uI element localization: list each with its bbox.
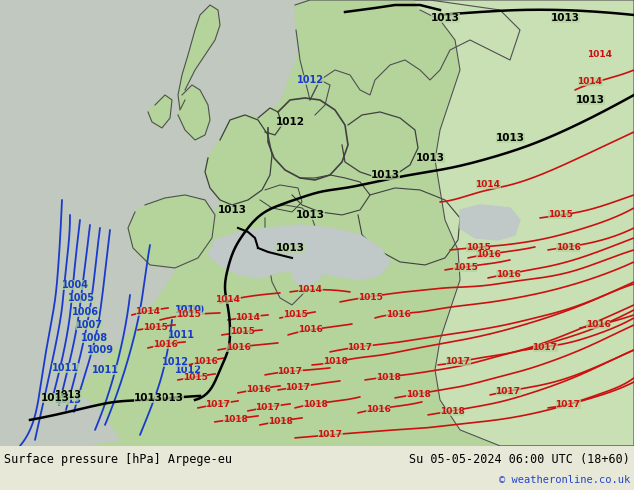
Text: 1011: 1011 <box>92 365 119 375</box>
Text: 1012: 1012 <box>297 75 323 85</box>
Text: 1004: 1004 <box>62 280 89 290</box>
Polygon shape <box>200 0 310 120</box>
Text: 1014: 1014 <box>235 314 261 322</box>
Text: 1014: 1014 <box>588 50 612 59</box>
Text: 1016: 1016 <box>496 270 521 279</box>
Text: 1014: 1014 <box>216 295 240 304</box>
Polygon shape <box>292 175 370 215</box>
Text: 1013: 1013 <box>217 205 247 215</box>
Text: 1012: 1012 <box>162 357 189 367</box>
Polygon shape <box>415 0 634 446</box>
Text: 1016: 1016 <box>476 250 500 259</box>
Text: 1018: 1018 <box>223 416 247 424</box>
Polygon shape <box>0 0 310 446</box>
Polygon shape <box>178 85 210 140</box>
Polygon shape <box>358 188 460 265</box>
Text: 1016: 1016 <box>153 341 178 349</box>
Text: 1012: 1012 <box>175 365 202 375</box>
Text: 1015: 1015 <box>176 311 200 319</box>
Text: 1015: 1015 <box>453 264 477 272</box>
Text: 1015: 1015 <box>283 311 307 319</box>
Text: 1014: 1014 <box>136 307 160 317</box>
Text: 1013: 1013 <box>576 95 604 105</box>
Text: Surface pressure [hPa] Arpege-eu: Surface pressure [hPa] Arpege-eu <box>4 453 232 466</box>
Polygon shape <box>460 205 520 240</box>
Text: 1015: 1015 <box>358 294 382 302</box>
Text: 1015: 1015 <box>548 210 573 220</box>
Polygon shape <box>342 112 418 178</box>
Polygon shape <box>0 0 120 446</box>
Text: 1017: 1017 <box>318 430 342 440</box>
Text: 1013: 1013 <box>276 243 304 253</box>
Polygon shape <box>205 115 272 205</box>
Text: 1017: 1017 <box>285 383 311 392</box>
Text: 1011: 1011 <box>168 330 195 340</box>
Text: 1016: 1016 <box>385 311 410 319</box>
Text: 1010: 1010 <box>175 305 202 315</box>
Text: 1018: 1018 <box>268 417 292 426</box>
Text: 1008: 1008 <box>81 333 108 343</box>
Text: 1013: 1013 <box>415 153 444 163</box>
Text: 1018: 1018 <box>406 391 430 399</box>
Text: 1018: 1018 <box>375 373 401 382</box>
Polygon shape <box>265 205 322 305</box>
Text: 1005: 1005 <box>68 293 95 303</box>
Text: 1017: 1017 <box>555 400 581 410</box>
Text: 1016: 1016 <box>245 386 271 394</box>
Text: 1015: 1015 <box>465 244 491 252</box>
Text: 1017: 1017 <box>256 403 280 413</box>
Text: 1013: 1013 <box>550 13 579 23</box>
Text: 1015: 1015 <box>183 373 207 382</box>
Text: 1013: 1013 <box>55 390 82 400</box>
Text: 1016: 1016 <box>366 405 391 415</box>
Text: 1017: 1017 <box>347 343 373 352</box>
Polygon shape <box>295 0 520 100</box>
Text: 1014: 1014 <box>476 180 500 190</box>
Text: 1013: 1013 <box>41 393 70 403</box>
Text: 1014: 1014 <box>578 77 602 86</box>
Text: 1012: 1012 <box>276 117 304 127</box>
Polygon shape <box>128 195 215 268</box>
Polygon shape <box>258 108 282 135</box>
Text: 1017: 1017 <box>446 357 470 367</box>
Text: Su 05-05-2024 06:00 UTC (18+60): Su 05-05-2024 06:00 UTC (18+60) <box>409 453 630 466</box>
Text: 1016: 1016 <box>586 320 611 329</box>
Text: 1017: 1017 <box>205 400 231 410</box>
Text: 1015: 1015 <box>143 323 167 332</box>
Text: 1013: 1013 <box>430 13 460 23</box>
Polygon shape <box>178 5 220 110</box>
Text: 1009: 1009 <box>87 345 114 355</box>
Polygon shape <box>208 225 390 280</box>
Text: 1006: 1006 <box>72 307 99 317</box>
Text: 1007: 1007 <box>76 320 103 330</box>
Text: 1016: 1016 <box>297 325 323 335</box>
Text: 1013: 1013 <box>55 395 82 405</box>
Text: 1013: 1013 <box>370 170 399 180</box>
Text: 1016: 1016 <box>193 357 217 367</box>
Text: 1013: 1013 <box>155 393 184 403</box>
Text: 1014: 1014 <box>297 286 323 294</box>
Text: 1013: 1013 <box>134 393 162 403</box>
Text: 1018: 1018 <box>302 400 327 410</box>
Text: 1013: 1013 <box>295 210 325 220</box>
Text: 1017: 1017 <box>496 388 521 396</box>
Text: 1017: 1017 <box>533 343 557 352</box>
Polygon shape <box>268 98 348 180</box>
Text: 1018: 1018 <box>439 407 465 416</box>
Text: 1011: 1011 <box>52 363 79 373</box>
Text: 1017: 1017 <box>278 368 302 376</box>
Polygon shape <box>310 80 330 115</box>
Text: © weatheronline.co.uk: © weatheronline.co.uk <box>499 475 630 485</box>
Polygon shape <box>148 95 172 128</box>
Text: 1010: 1010 <box>178 305 205 315</box>
Text: 1015: 1015 <box>230 327 254 337</box>
Text: 1016: 1016 <box>555 244 581 252</box>
Text: 1013: 1013 <box>496 133 524 143</box>
Polygon shape <box>290 248 325 288</box>
Text: 1018: 1018 <box>323 357 347 367</box>
Polygon shape <box>260 185 302 212</box>
Text: 1016: 1016 <box>226 343 250 352</box>
